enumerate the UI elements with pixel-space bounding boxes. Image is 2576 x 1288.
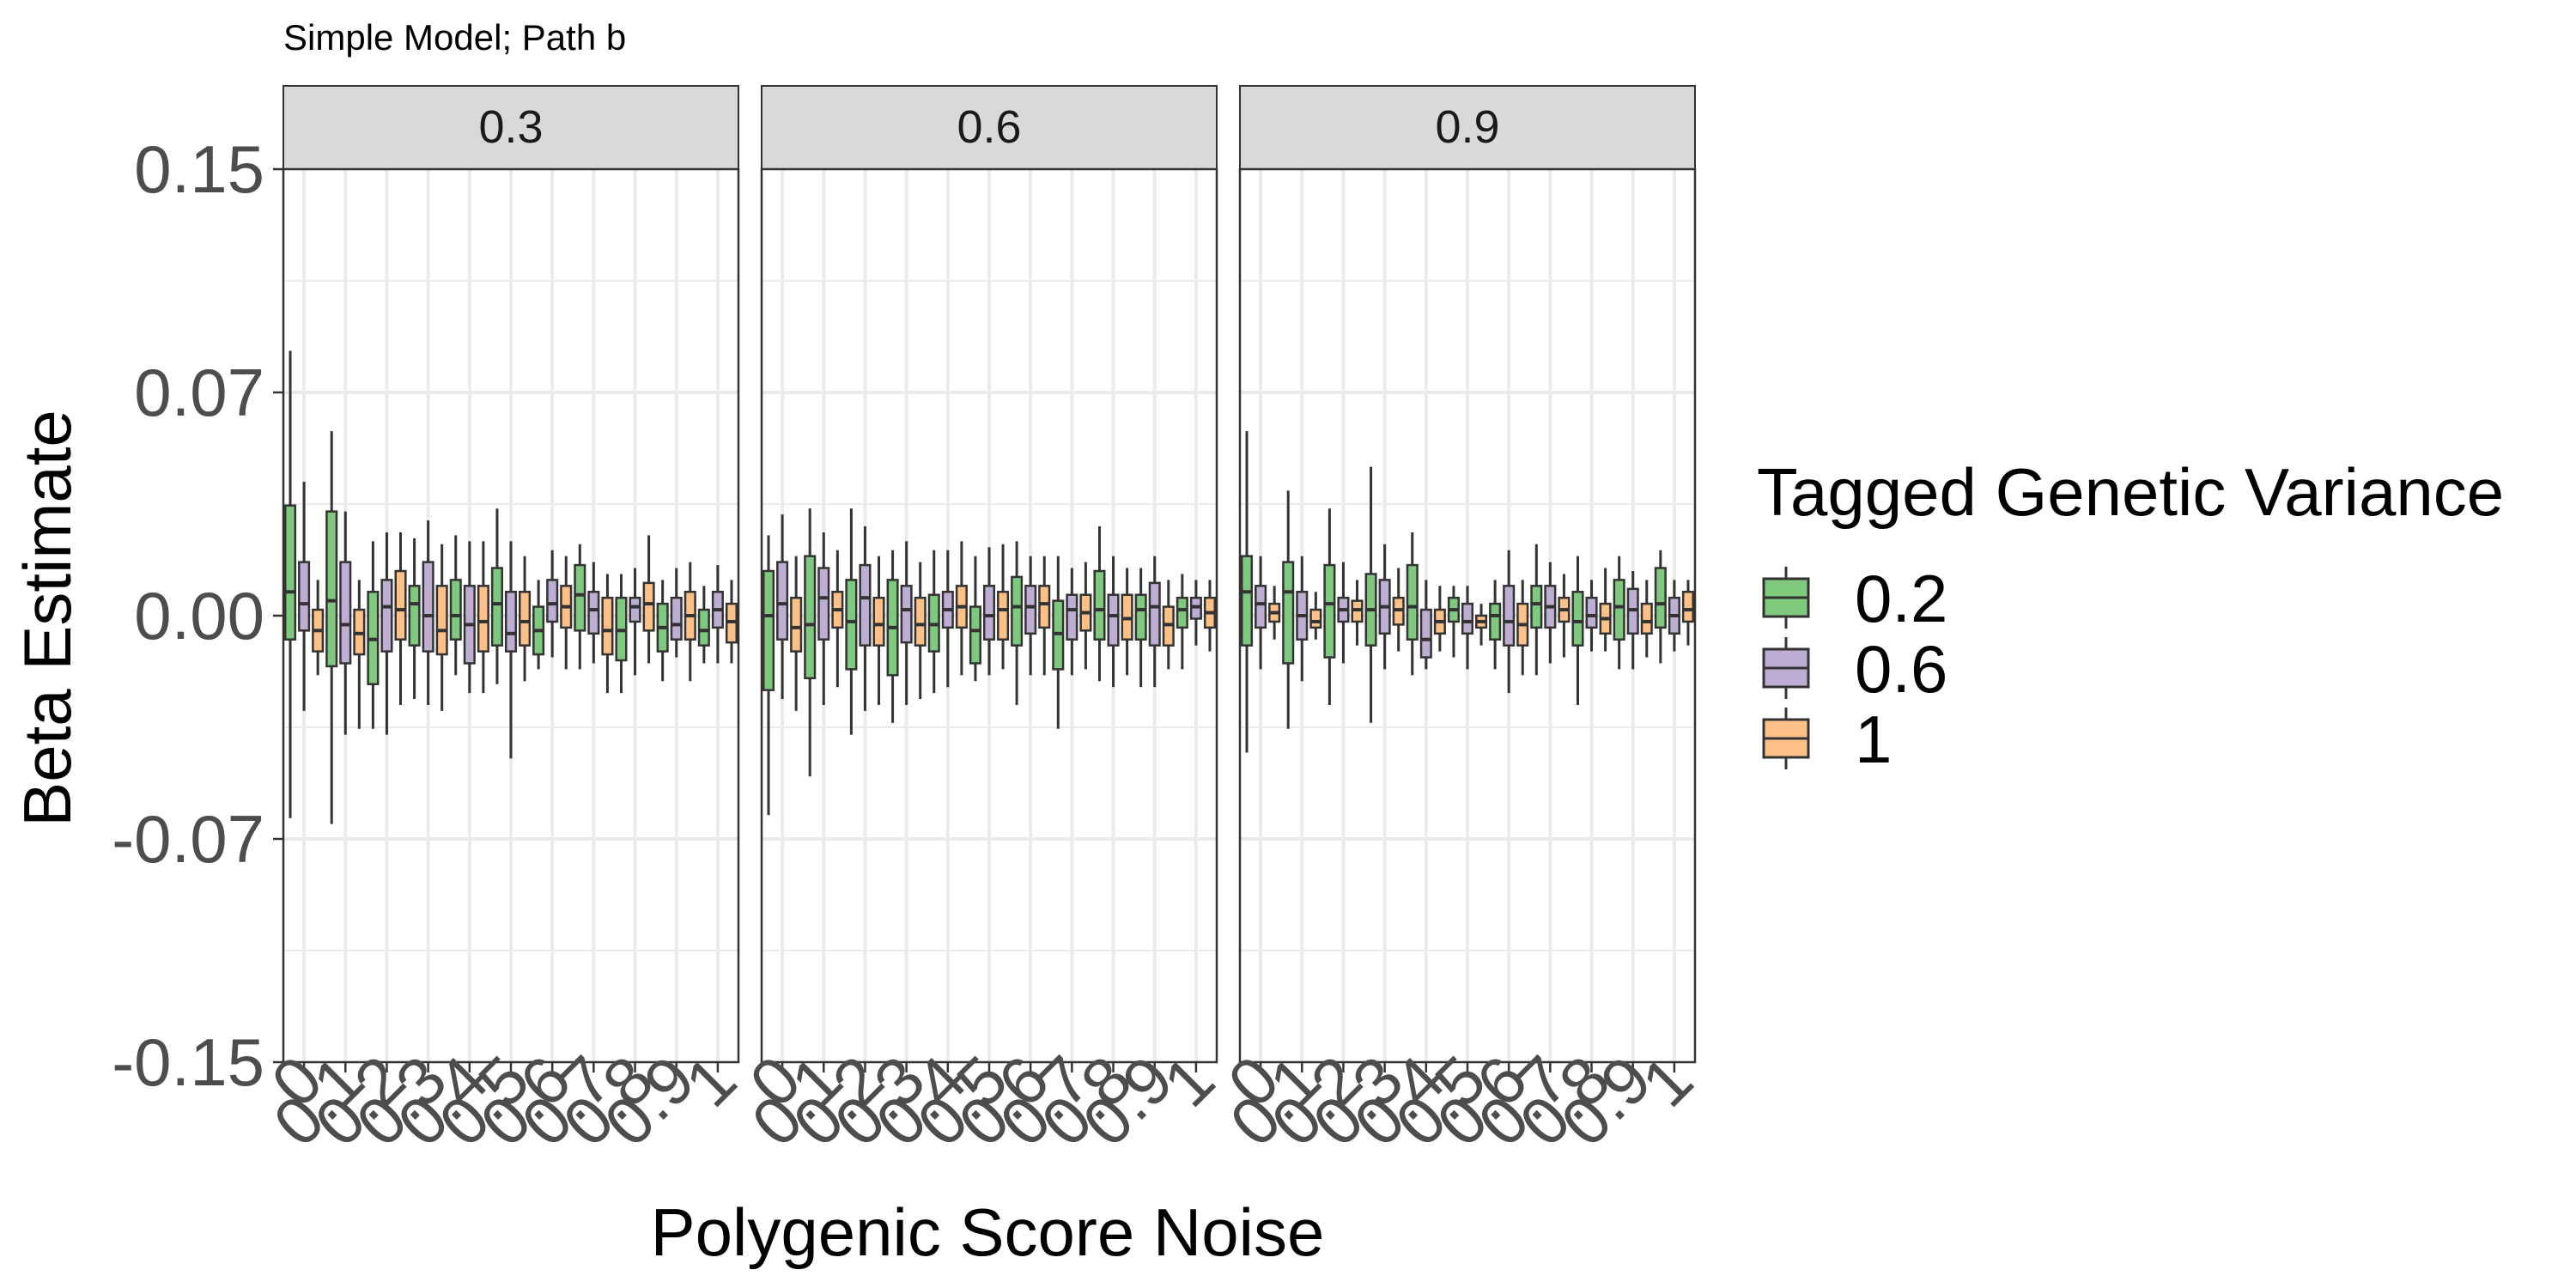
y-axis-label: Beta Estimate — [9, 410, 85, 827]
box — [1038, 585, 1051, 629]
box — [1176, 596, 1188, 629]
box — [1585, 596, 1598, 629]
box — [283, 504, 297, 641]
box — [629, 596, 641, 623]
y-axis: 0.15 0.07 0.00 -0.07 -0.15 — [112, 131, 283, 1100]
box — [1406, 563, 1419, 641]
box — [1419, 608, 1432, 659]
box — [900, 585, 913, 644]
box — [845, 579, 858, 671]
box — [601, 596, 614, 656]
legend-label: 0.2 — [1855, 561, 1947, 636]
box — [762, 569, 775, 691]
box — [394, 569, 407, 641]
box — [408, 585, 421, 647]
box — [1093, 569, 1106, 641]
box — [1240, 555, 1254, 647]
box — [1309, 608, 1322, 629]
box — [697, 608, 710, 647]
y-tick-label: -0.07 — [112, 801, 264, 877]
box — [422, 561, 434, 653]
box — [872, 596, 885, 647]
box — [817, 567, 830, 641]
box — [519, 591, 532, 647]
y-tick-label: -0.15 — [112, 1024, 264, 1100]
box — [982, 585, 996, 641]
box — [546, 579, 559, 623]
box — [504, 591, 518, 653]
box — [1530, 585, 1543, 629]
facet-panel: 0.600.10.20.30.40.50.60.70.80.91 — [735, 85, 1229, 1161]
box — [969, 605, 981, 665]
box — [574, 563, 586, 632]
box — [776, 561, 789, 641]
box — [1066, 593, 1078, 641]
box — [1489, 602, 1502, 641]
box — [477, 585, 489, 653]
box — [1282, 561, 1295, 665]
box — [490, 567, 503, 647]
box — [1323, 563, 1336, 659]
box — [914, 596, 927, 647]
box — [298, 561, 311, 632]
facet-label: 0.3 — [478, 101, 543, 153]
box — [1640, 602, 1653, 635]
facet-panel: 0.900.10.20.30.40.50.60.70.80.91 — [1213, 85, 1707, 1161]
box — [859, 563, 872, 647]
facet-strip — [1239, 85, 1696, 170]
box — [380, 579, 393, 653]
facet-panel: 0.300.10.20.30.40.50.60.70.80.91 — [257, 85, 750, 1161]
legend-label: 0.6 — [1855, 631, 1947, 707]
facet-label: 0.9 — [1435, 101, 1499, 153]
box — [642, 581, 655, 632]
box — [1024, 585, 1037, 635]
chart-title: Simple Model; Path b — [283, 17, 626, 58]
box — [435, 585, 448, 656]
box — [325, 510, 338, 668]
box — [1011, 575, 1024, 647]
box — [587, 591, 600, 635]
facet-panels: 0.300.10.20.30.40.50.60.70.80.910.600.10… — [257, 85, 1707, 1161]
box — [670, 596, 683, 641]
legend: Tagged Genetic Variance 0.20.61 — [1757, 454, 2504, 777]
y-tick-label: 0.07 — [134, 355, 264, 430]
y-tick-label: 0.15 — [134, 131, 264, 207]
box — [1107, 593, 1120, 647]
y-tick-label: 0.00 — [134, 578, 264, 653]
box — [997, 591, 1010, 641]
box — [1148, 581, 1161, 647]
facet-label: 0.6 — [957, 101, 1021, 153]
box — [339, 561, 352, 665]
box — [1134, 593, 1147, 641]
box — [1613, 579, 1625, 641]
x-axis-label: Polygenic Score Noise — [651, 1194, 1325, 1270]
box — [1681, 591, 1695, 623]
box — [1654, 567, 1667, 629]
box — [1461, 602, 1474, 635]
facet-strip — [283, 85, 739, 170]
box — [790, 596, 803, 653]
legend-label: 1 — [1855, 702, 1892, 777]
box — [1503, 585, 1516, 647]
box — [449, 579, 462, 641]
box — [1255, 585, 1267, 629]
facet-strip — [761, 85, 1218, 170]
legend-title: Tagged Genetic Variance — [1757, 454, 2504, 530]
box — [1571, 591, 1584, 647]
box — [804, 555, 817, 680]
